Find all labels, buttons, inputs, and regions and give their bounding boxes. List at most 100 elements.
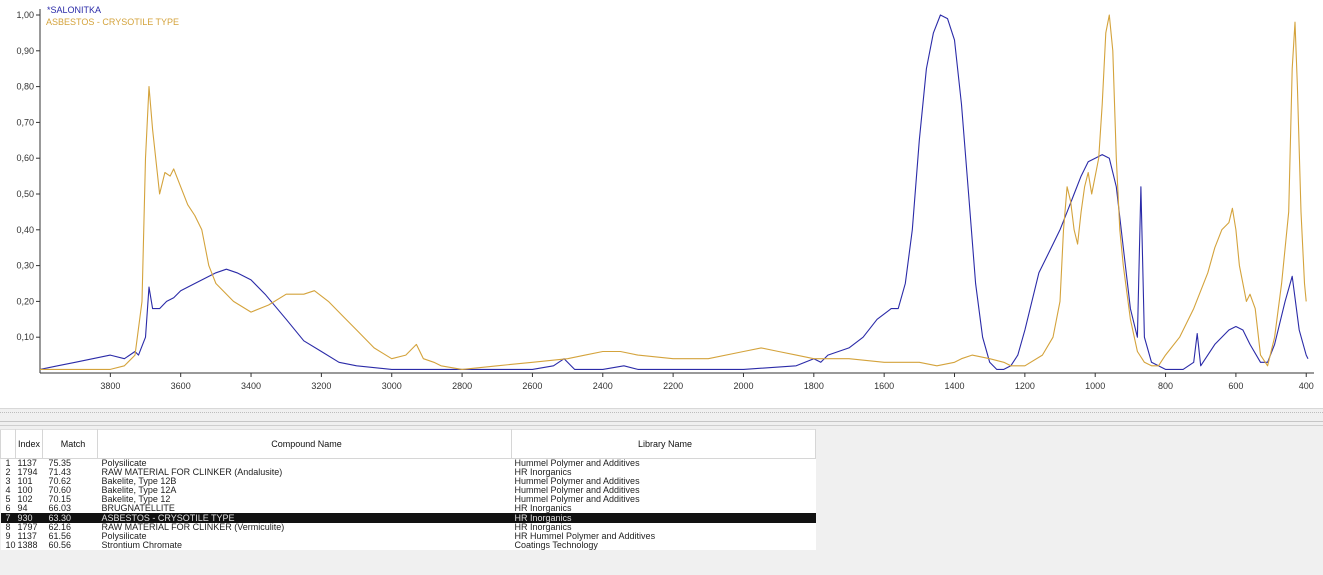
row-compound-name: BRUGNATELLITE <box>97 504 512 514</box>
column-header-index[interactable]: Index <box>15 429 44 459</box>
row-number: 5 <box>0 495 16 504</box>
row-library-name: HR Inorganics <box>511 468 816 477</box>
x-tick-label: 2200 <box>663 381 683 391</box>
column-header-library-name[interactable]: Library Name <box>511 429 817 459</box>
table-row[interactable]: 6 94 66.03 BRUGNATELLITE HR Inorganics <box>0 504 816 514</box>
row-match: 66.03 <box>42 504 98 514</box>
series-line-asbestos <box>40 14 1307 370</box>
column-header-compound-name[interactable]: Compound Name <box>97 429 513 459</box>
row-index: 1794 <box>15 468 43 477</box>
x-axis: 3800 3600 3400 3200 3000 2800 2600 2400 2200 2000… <box>40 372 1314 391</box>
legend-entry-asbestos: ASBESTOS - CRYSOTILE TYPE <box>46 17 179 27</box>
table-row[interactable]: 10 1388 60.56 Strontium Chromate Coatings Te… <box>0 541 816 550</box>
y-axis: 0,10 0,20 0,30 0,40 0,50 0,60 0,70 0,80 0,90 1,00 <box>16 9 41 373</box>
search-results-panel: Index Match Compound Name Library Name 1… <box>0 426 1323 575</box>
row-library-name: Hummel Polymer and Additives <box>511 477 816 486</box>
x-tick-label: 1600 <box>874 381 894 391</box>
row-index: 1137 <box>15 532 43 541</box>
table-row[interactable]: 9 1137 61.56 Polysilicate HR Hummel Polymer … <box>0 532 816 541</box>
row-match: 62.16 <box>42 523 98 532</box>
row-number: 7 <box>0 513 16 523</box>
row-compound-name: RAW MATERIAL FOR CLINKER (Andalusite) <box>97 468 512 477</box>
row-number: 3 <box>0 477 16 486</box>
table-row[interactable]: 8 1797 62.16 RAW MATERIAL FOR CLINKER (Verm… <box>0 523 816 532</box>
y-tick-label: 0,40 <box>16 225 34 235</box>
row-library-name: Hummel Polymer and Additives <box>511 495 816 504</box>
y-tick-label: 0,50 <box>16 189 34 199</box>
column-header-match[interactable]: Match <box>42 429 99 459</box>
row-library-name: HR Inorganics <box>511 523 816 532</box>
table-row[interactable]: 4 100 70.60 Bakelite, Type 12A Hummel Polyme… <box>0 486 816 495</box>
x-tick-label: 3200 <box>311 381 331 391</box>
row-match: 61.56 <box>42 532 98 541</box>
y-tick-label: 0,60 <box>16 153 34 163</box>
row-library-name: Coatings Technology <box>511 541 816 550</box>
x-tick-label: 2000 <box>733 381 753 391</box>
row-library-name: Hummel Polymer and Additives <box>511 486 816 495</box>
row-match: 60.56 <box>42 541 98 550</box>
x-tick-label: 1800 <box>804 381 824 391</box>
table-row[interactable]: 1 1137 75.35 Polysilicate Hummel Polymer and… <box>0 458 816 468</box>
chart-legend: *SALONITKA ASBESTOS - CRYSOTILE TYPE <box>46 5 179 27</box>
row-compound-name: Bakelite, Type 12B <box>97 477 512 486</box>
y-tick-label: 0,70 <box>16 117 34 127</box>
row-number: 4 <box>0 486 16 495</box>
x-tick-label: 2400 <box>593 381 613 391</box>
row-compound-name: RAW MATERIAL FOR CLINKER (Vermiculite) <box>97 523 512 532</box>
row-number: 6 <box>0 504 16 514</box>
row-index: 100 <box>15 486 43 495</box>
y-tick-label: 0,80 <box>16 82 34 92</box>
row-number-header <box>0 429 17 459</box>
x-tick-label: 1200 <box>1015 381 1035 391</box>
row-compound-name: Bakelite, Type 12A <box>97 486 512 495</box>
row-compound-name: Polysilicate <box>97 532 512 541</box>
row-index: 94 <box>15 504 43 514</box>
row-index: 102 <box>15 495 43 504</box>
series-line-salonitka <box>39 14 1309 370</box>
row-number: 10 <box>0 541 16 550</box>
row-library-name: HR Inorganics <box>511 513 816 523</box>
x-tick-label: 600 <box>1228 381 1243 391</box>
x-tick-label: 1400 <box>944 381 964 391</box>
x-tick-label: 3800 <box>100 381 120 391</box>
row-index: 1797 <box>15 523 43 532</box>
row-library-name: Hummel Polymer and Additives <box>511 458 816 468</box>
panel-splitter[interactable] <box>0 408 1323 426</box>
series-layer <box>39 14 1309 370</box>
row-match: 63.30 <box>42 513 98 523</box>
row-number: 2 <box>0 468 16 477</box>
x-tick-label: 3600 <box>171 381 191 391</box>
spectrum-chart: *SALONITKA ASBESTOS - CRYSOTILE TYPE 0,1… <box>16 5 1314 391</box>
y-tick-label: 1,00 <box>16 10 34 20</box>
table-row[interactable]: 3 101 70.62 Bakelite, Type 12B Hummel Polyme… <box>0 477 816 486</box>
row-match: 70.15 <box>42 495 98 504</box>
y-tick-label: 0,20 <box>16 296 34 306</box>
row-number: 1 <box>0 458 16 468</box>
row-index: 101 <box>15 477 43 486</box>
y-tick-label: 0,10 <box>16 332 34 342</box>
row-number: 8 <box>0 523 16 532</box>
row-match: 70.60 <box>42 486 98 495</box>
row-match: 71.43 <box>42 468 98 477</box>
row-index: 1137 <box>15 458 43 468</box>
y-tick-label: 0,30 <box>16 261 34 271</box>
row-library-name: HR Hummel Polymer and Additives <box>511 532 816 541</box>
table-row[interactable]: 2 1794 71.43 RAW MATERIAL FOR CLINKER (Anda… <box>0 468 816 477</box>
x-tick-label: 3000 <box>382 381 402 391</box>
row-match: 70.62 <box>42 477 98 486</box>
y-tick-label: 0,90 <box>16 46 34 56</box>
legend-entry-salonitka: *SALONITKA <box>47 5 101 15</box>
x-tick-label: 2600 <box>522 381 542 391</box>
spectrum-chart-panel: *SALONITKA ASBESTOS - CRYSOTILE TYPE 0,1… <box>16 5 1314 391</box>
row-compound-name: Bakelite, Type 12 <box>97 495 512 504</box>
x-tick-label: 2800 <box>452 381 472 391</box>
table-row[interactable]: 5 102 70.15 Bakelite, Type 12 Hummel Polymer… <box>0 495 816 504</box>
results-header-row: Index Match Compound Name Library Name <box>0 429 817 459</box>
row-index: 1388 <box>15 541 43 550</box>
table-row[interactable]: 7 930 63.30 ASBESTOS - CRYSOTILE TYPE HR Ino… <box>0 513 816 523</box>
row-number: 9 <box>0 532 16 541</box>
row-match: 75.35 <box>42 458 98 468</box>
x-tick-label: 800 <box>1158 381 1173 391</box>
row-compound-name: Strontium Chromate <box>97 541 512 550</box>
row-index: 930 <box>15 513 43 523</box>
